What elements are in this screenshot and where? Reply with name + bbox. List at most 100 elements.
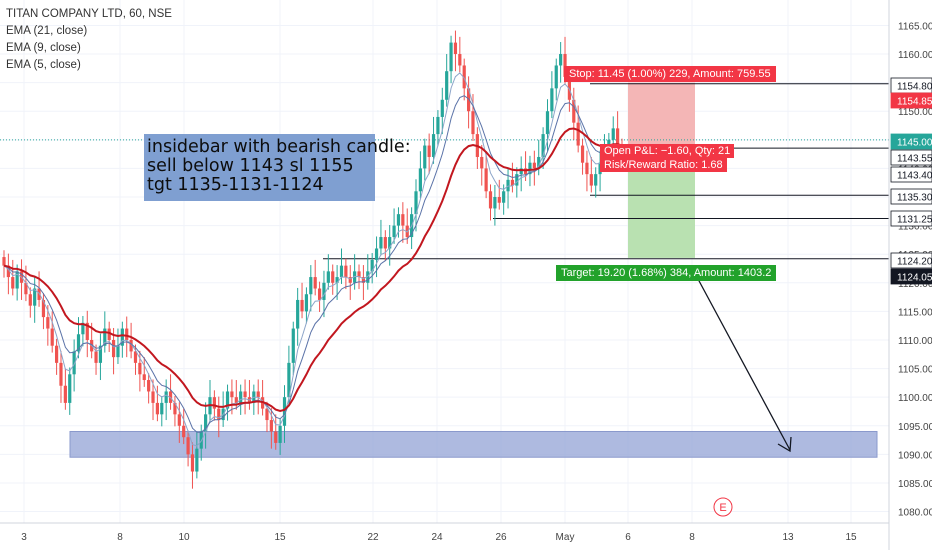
candle xyxy=(300,299,304,312)
candle xyxy=(98,345,103,363)
stop-label[interactable]: Stop: 11.45 (1.00%) 229, Amount: 759.55 xyxy=(564,66,776,82)
price-label: 1131.25 xyxy=(897,215,932,226)
candle xyxy=(449,42,453,72)
price-label-box xyxy=(890,133,932,150)
candle xyxy=(304,294,309,312)
price-label-box xyxy=(890,210,932,227)
candle xyxy=(431,134,436,157)
candle xyxy=(204,414,208,432)
candle xyxy=(554,65,558,89)
x-tick-label: 3 xyxy=(21,532,27,543)
candle xyxy=(502,191,506,203)
candle xyxy=(28,294,32,306)
candle xyxy=(63,385,67,403)
candle xyxy=(532,162,536,169)
support-zone xyxy=(69,430,878,458)
candle xyxy=(147,380,151,392)
candle xyxy=(151,391,155,403)
legend-ema21[interactable]: EMA (21, close) xyxy=(6,25,88,37)
candle xyxy=(164,391,168,403)
candle xyxy=(528,162,532,175)
candle xyxy=(361,277,366,283)
candle xyxy=(497,197,501,203)
y-tick-label: 1095.00 xyxy=(898,422,932,433)
candle xyxy=(563,54,567,77)
candle xyxy=(616,128,620,146)
candle xyxy=(24,282,28,295)
candle xyxy=(519,168,523,175)
candle xyxy=(85,322,89,340)
stop-zone xyxy=(628,82,695,149)
candle xyxy=(103,328,107,346)
price-label: 1154.80 xyxy=(897,82,932,93)
price-label-box xyxy=(890,92,932,109)
trade-note[interactable]: insidebar with bearish candle: sell belo… xyxy=(144,134,411,201)
candle xyxy=(462,65,466,89)
pnl-label[interactable]: Open P&L: −1.60, Qty: 21 xyxy=(600,144,735,158)
candle xyxy=(331,271,335,283)
candle xyxy=(296,299,300,329)
candle xyxy=(510,179,515,186)
ema21-line xyxy=(3,127,623,413)
candle xyxy=(453,42,458,55)
candle xyxy=(190,454,195,472)
candle xyxy=(445,71,449,100)
price-label: 1143.55 xyxy=(897,154,932,165)
candle xyxy=(68,374,72,403)
candle xyxy=(396,214,401,226)
candle xyxy=(353,271,357,283)
candle xyxy=(567,76,572,100)
x-tick-label: 22 xyxy=(367,532,379,543)
candle xyxy=(15,271,19,289)
candle xyxy=(230,391,234,398)
earnings-marker xyxy=(713,497,733,517)
price-label-box xyxy=(890,149,932,166)
price-label: 1124.05 xyxy=(897,273,932,284)
y-tick-label: 1100.00 xyxy=(898,393,932,404)
candle xyxy=(484,168,488,192)
candle xyxy=(458,54,462,66)
candle xyxy=(550,88,554,112)
candle xyxy=(234,397,238,403)
candle xyxy=(243,391,247,398)
candle xyxy=(317,288,322,300)
candle xyxy=(488,191,493,209)
price-label-box xyxy=(890,188,932,205)
candle xyxy=(418,168,422,192)
candle xyxy=(541,134,545,157)
candle xyxy=(116,345,120,358)
candle xyxy=(537,156,541,169)
price-label: 1145.00 xyxy=(897,138,932,149)
candle xyxy=(580,145,585,163)
candles xyxy=(2,30,624,489)
symbol-title[interactable]: TITAN COMPANY LTD, 60, NSE xyxy=(6,8,172,20)
projection-arrow xyxy=(697,278,791,451)
y-tick-label: 1160.00 xyxy=(898,50,932,61)
legend-ema5[interactable]: EMA (5, close) xyxy=(6,59,81,71)
x-tick-label: 26 xyxy=(495,532,507,543)
target-label[interactable]: Target: 19.20 (1.68%) 384, Amount: 1403.… xyxy=(556,265,777,281)
candle xyxy=(466,88,471,112)
x-tick-label: 8 xyxy=(689,532,695,543)
candle xyxy=(125,328,129,340)
x-tick-label: 24 xyxy=(431,532,443,543)
legend-ema9[interactable]: EMA (9, close) xyxy=(6,42,81,54)
candle xyxy=(506,179,510,192)
candle xyxy=(37,288,41,300)
candle xyxy=(81,322,85,335)
candle xyxy=(370,259,374,272)
candle xyxy=(225,391,230,409)
candle xyxy=(392,225,396,238)
candle xyxy=(177,414,181,426)
candle xyxy=(383,237,387,249)
y-tick-label: 1110.00 xyxy=(898,336,932,347)
candle xyxy=(515,174,519,186)
candle xyxy=(572,99,576,123)
candle xyxy=(6,265,10,278)
candle xyxy=(142,374,146,381)
rr-label[interactable]: Risk/Reward Ratio: 1.68 xyxy=(600,158,727,172)
candle xyxy=(309,277,313,295)
y-tick-label: 1105.00 xyxy=(898,365,932,376)
price-label: 1143.40 xyxy=(897,171,932,182)
